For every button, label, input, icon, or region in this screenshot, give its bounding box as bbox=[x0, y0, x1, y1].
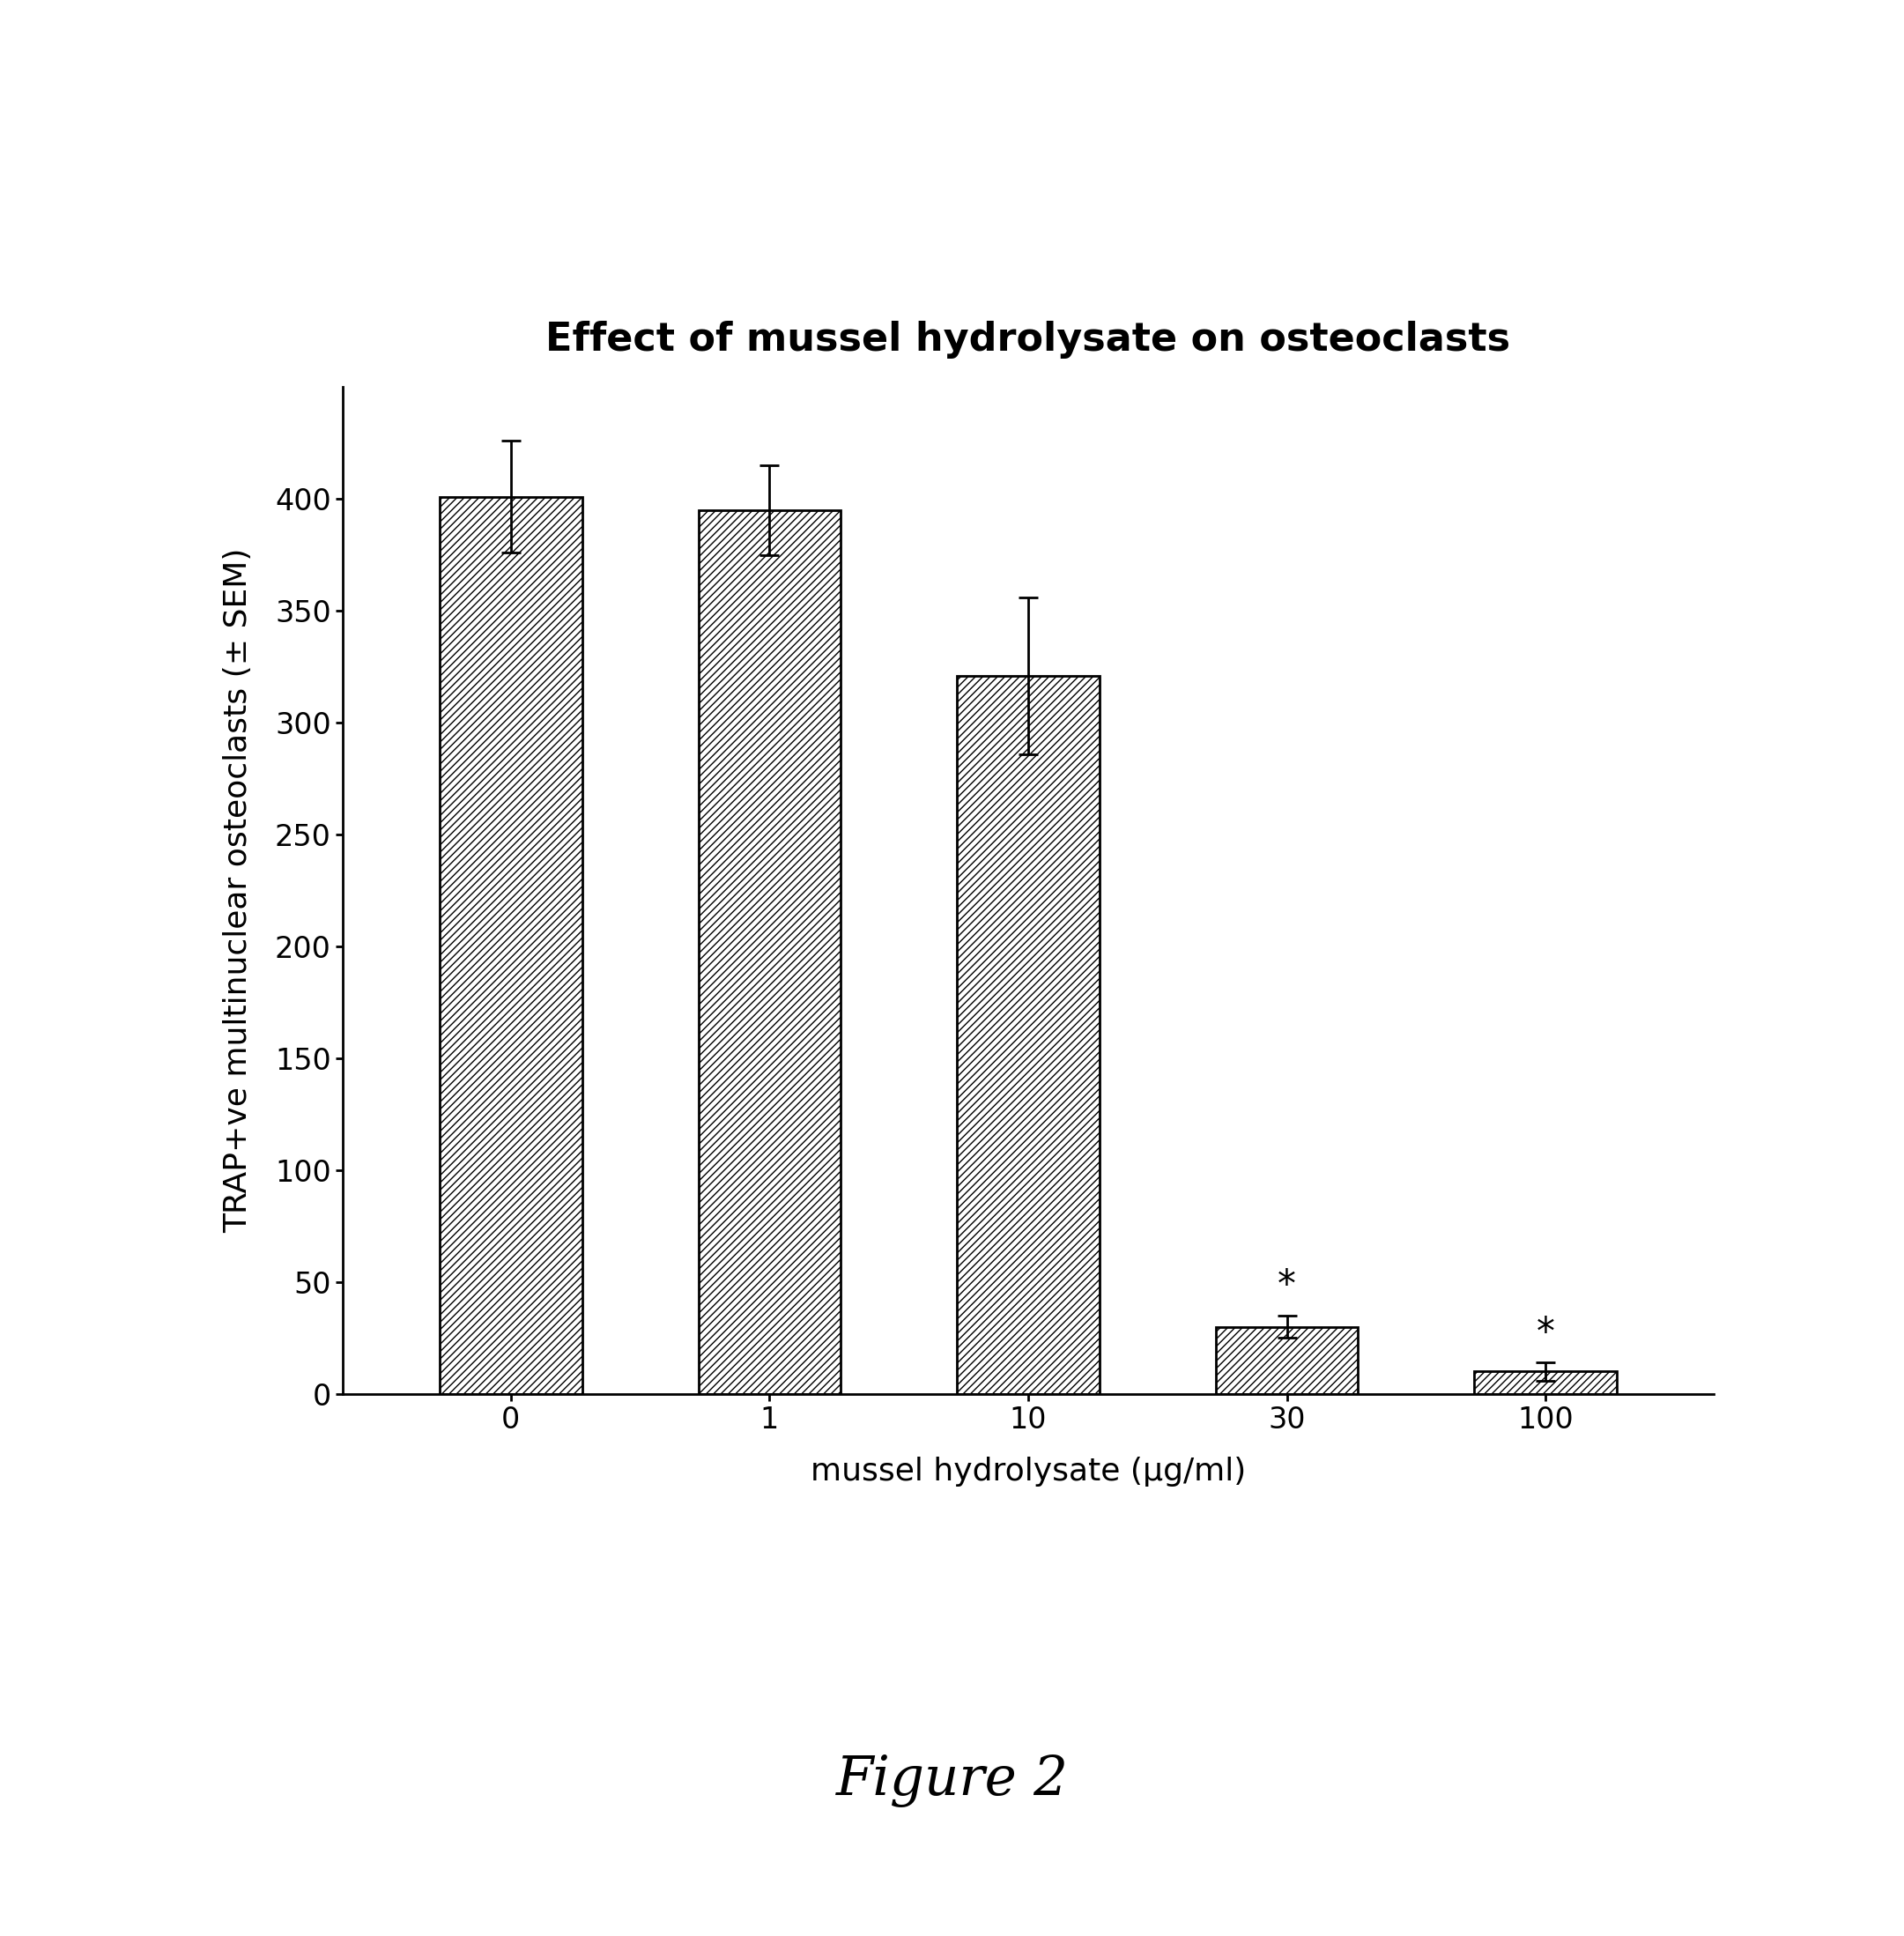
Y-axis label: TRAP+ve multinuclear osteoclasts (± SEM): TRAP+ve multinuclear osteoclasts (± SEM) bbox=[223, 548, 253, 1233]
Title: Effect of mussel hydrolysate on osteoclasts: Effect of mussel hydrolysate on osteocla… bbox=[546, 321, 1510, 358]
Bar bbox=[440, 498, 583, 1394]
Bar bbox=[1474, 1371, 1616, 1394]
Bar bbox=[1215, 1326, 1358, 1394]
Text: *: * bbox=[1537, 1315, 1556, 1351]
X-axis label: mussel hydrolysate (μg/ml): mussel hydrolysate (μg/ml) bbox=[811, 1456, 1245, 1487]
Bar bbox=[699, 511, 842, 1394]
Text: Figure 2: Figure 2 bbox=[836, 1754, 1068, 1808]
Bar bbox=[958, 676, 1099, 1394]
Text: *: * bbox=[1278, 1268, 1297, 1305]
